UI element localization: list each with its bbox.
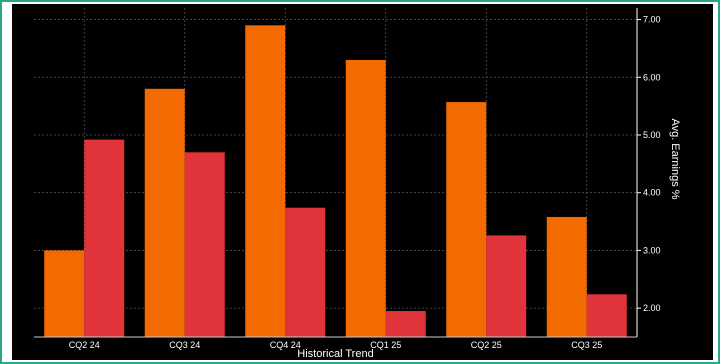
x-tick-label: CQ2 25 [471, 340, 502, 350]
bar-series-2 [84, 139, 125, 337]
bar-chart: CQ2 24 CQ3 24 CQ4 24 CQ1 25 CQ2 25 CQ3 25 2.0… [34, 8, 681, 360]
x-tick-labels: CQ2 24 CQ3 24 CQ4 24 CQ1 25 CQ2 25 CQ3 25 [69, 340, 603, 350]
bar-series-2 [184, 152, 225, 337]
bar-series-1 [144, 88, 185, 338]
bar-series-1 [345, 59, 386, 338]
chart-panel: CQ2 24 CQ3 24 CQ4 24 CQ1 25 CQ2 25 CQ3 25 2.0… [12, 4, 713, 360]
x-tick-label: CQ4 24 [270, 340, 301, 350]
bar-series-1 [546, 216, 587, 337]
y-tick-label: 2.00 [643, 303, 661, 313]
y-tick-label: 5.00 [643, 130, 661, 140]
x-axis-title: Historical Trend [297, 348, 373, 360]
x-tick-label: CQ2 24 [69, 340, 100, 350]
bar-series-2 [486, 235, 527, 337]
bar-series-1 [44, 250, 85, 337]
bar-series-2 [385, 311, 426, 337]
bar-series-1 [245, 25, 286, 337]
y-tick-label: 6.00 [643, 72, 661, 82]
gridlines [34, 8, 637, 337]
y-tick-label: 7.00 [643, 15, 661, 25]
y-axis-title: Avg. Earnings % [669, 118, 681, 199]
bar-series-2 [285, 207, 326, 337]
bar-series-1 [446, 102, 487, 337]
x-tick-label: CQ3 24 [169, 340, 200, 350]
bar-series-2 [586, 294, 627, 337]
y-tick-labels: 2.00 3.00 4.00 5.00 6.00 7.00 [637, 15, 661, 313]
x-tick-label: CQ3 25 [571, 340, 602, 350]
x-tick-label: CQ1 25 [370, 340, 401, 350]
bars [44, 25, 627, 338]
y-tick-label: 3.00 [643, 245, 661, 255]
y-tick-label: 4.00 [643, 188, 661, 198]
axes [34, 8, 638, 338]
